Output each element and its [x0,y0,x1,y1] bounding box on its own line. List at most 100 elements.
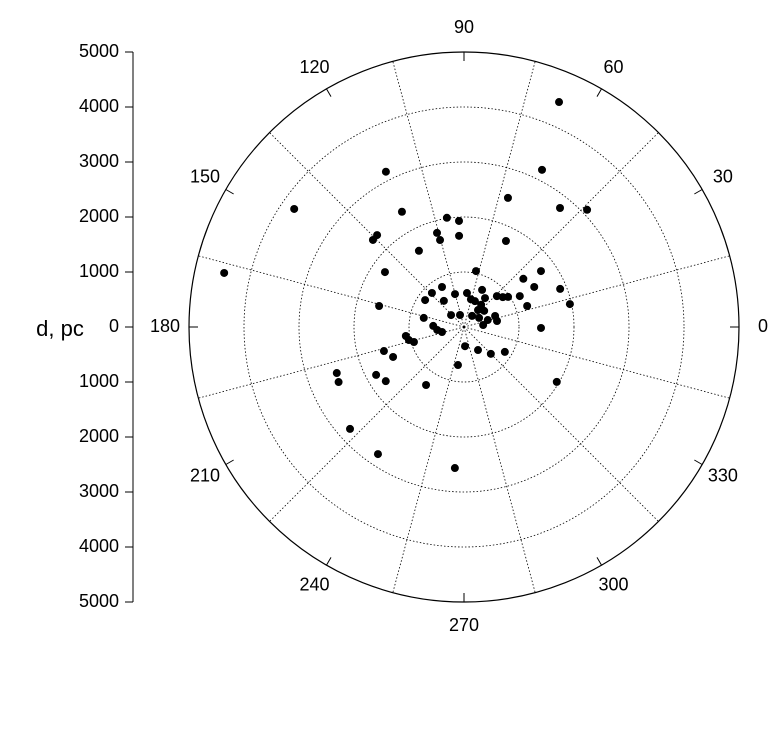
y-tick-label: 4000 [79,536,119,556]
theta-tick-label: 90 [454,17,474,37]
point [409,338,418,347]
point [552,377,561,386]
y-tick-label: 3000 [79,151,119,171]
theta-tick [326,557,332,566]
point [450,464,459,473]
point [492,292,501,301]
theta-tick-label: 150 [190,166,220,186]
theta-tick-label: 180 [150,316,180,336]
theta-tick-label: 210 [190,465,220,485]
point [471,267,480,276]
theta-tick-label: 120 [299,57,329,77]
point [379,347,388,356]
point [519,274,528,283]
y-tick-label: 2000 [79,426,119,446]
point [486,349,495,358]
point [419,313,428,322]
point [481,294,490,303]
theta-grid-line [392,326,465,593]
point [468,311,477,320]
theta-tick [326,88,332,97]
point [455,231,464,240]
theta-tick [694,189,703,195]
point [433,228,442,237]
theta-tick [596,557,602,566]
theta-grid-line [198,255,465,328]
point [501,236,510,245]
point [454,216,463,225]
point [493,317,502,326]
r-grid-circle [243,106,685,548]
theta-tick-label: 330 [708,465,738,485]
r-grid-circle [298,161,630,493]
point [368,235,377,244]
point [475,313,484,322]
point [334,378,343,387]
theta-grid-line [463,326,730,399]
point [438,282,447,291]
y-tick-label: 4000 [79,96,119,116]
theta-tick-label: 240 [299,575,329,595]
theta-tick [225,189,234,195]
point [389,352,398,361]
y-axis-label: d, pc [36,316,84,341]
theta-tick-label: 60 [603,57,623,77]
y-tick-label: 3000 [79,481,119,501]
theta-tick [694,459,703,465]
point [451,290,460,299]
point [470,297,479,306]
point [461,342,470,351]
theta-grid-line [198,326,465,399]
theta-tick-label: 0 [758,316,768,336]
point [456,310,465,319]
theta-grid-line [269,326,465,522]
point [565,300,574,309]
point [397,207,406,216]
theta-grid-line [463,132,659,328]
theta-tick-label: 270 [449,615,479,635]
theta-grid-line [392,61,465,328]
point [500,347,509,356]
theta-tick [596,88,602,97]
theta-grid-line [463,326,536,593]
y-tick-label: 1000 [79,261,119,281]
point [381,167,390,176]
theta-tick-label: 300 [598,575,628,595]
point [373,450,382,459]
point [414,246,423,255]
y-tick-label: 5000 [79,591,119,611]
point [290,204,299,213]
point [479,320,488,329]
r-grid-circle [353,216,575,438]
point [427,288,436,297]
theta-grid-line [463,326,659,522]
point [583,205,592,214]
point [438,327,447,336]
point [556,284,565,293]
theta-grid-line [463,255,730,328]
point [372,370,381,379]
point [504,292,513,301]
point [422,380,431,389]
point [515,292,524,301]
point [556,204,565,213]
y-tick-label: 5000 [79,41,119,61]
point [439,296,448,305]
point [555,98,564,107]
y-tick-label: 2000 [79,206,119,226]
point [480,306,489,315]
point [380,268,389,277]
point [536,267,545,276]
point [421,296,430,305]
point [436,236,445,245]
theta-grid-line [463,61,536,328]
point [346,424,355,433]
point [474,346,483,355]
point [453,361,462,370]
y-tick-label: 0 [109,316,119,336]
point [381,377,390,386]
point [332,369,341,378]
point [523,301,532,310]
point [478,285,487,294]
